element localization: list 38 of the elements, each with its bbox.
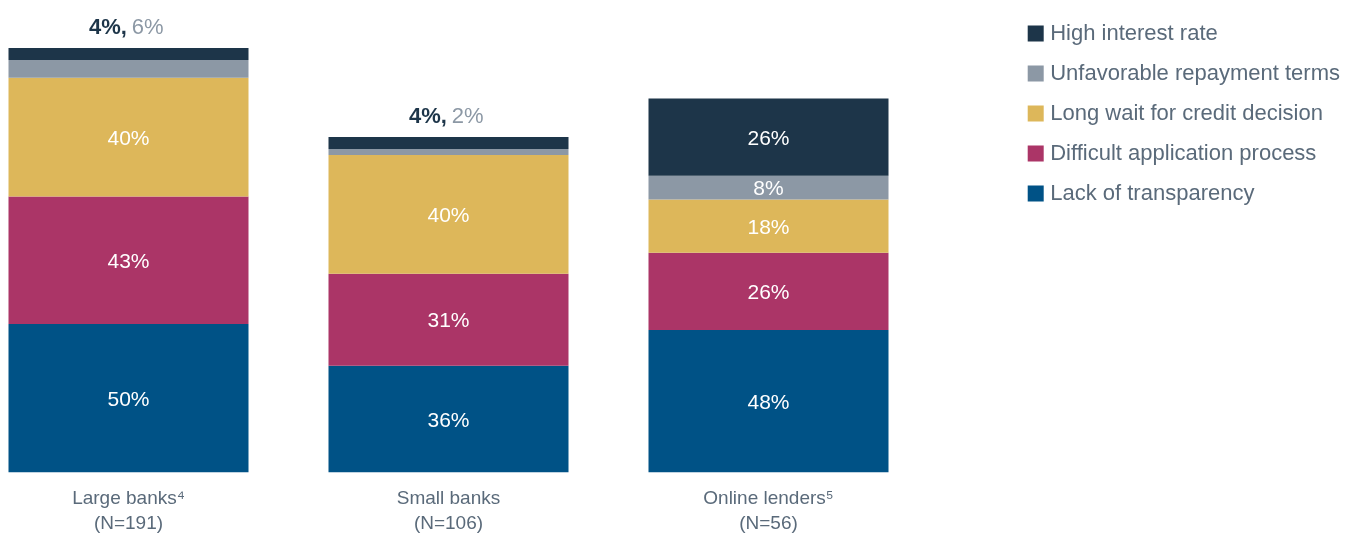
- bar: [648, 199, 889, 253]
- bar: [8, 324, 249, 473]
- bar: [648, 98, 889, 176]
- data-label: 4%,: [408, 103, 447, 129]
- data-label: 36%: [427, 407, 470, 431]
- bar: [328, 273, 569, 366]
- legend-label: Long wait for credit decision: [1050, 100, 1323, 126]
- data-label: 2%: [451, 103, 484, 129]
- x-tick-label: Online lenders⁵ (N=56): [703, 486, 834, 533]
- data-label: 43%: [107, 248, 150, 272]
- data-label: 50%: [107, 386, 150, 410]
- data-label: 26%: [747, 125, 790, 149]
- legend-label: Difficult application process: [1050, 140, 1317, 166]
- bar: [328, 137, 569, 149]
- data-label: 40%: [427, 202, 470, 226]
- legend-label: High interest rate: [1050, 20, 1218, 46]
- bar: [8, 48, 249, 60]
- data-label: 48%: [747, 389, 790, 413]
- legend-label: Unfavorable repayment terms: [1050, 60, 1340, 86]
- x-tick-label: Small banks (N=106): [396, 486, 501, 533]
- legend-label: Lack of transparency: [1050, 180, 1255, 206]
- bar: [328, 148, 569, 155]
- data-label: 31%: [427, 308, 470, 332]
- data-label: 4%,: [88, 14, 127, 40]
- data-label: 6%: [131, 14, 164, 40]
- data-label: 18%: [747, 214, 790, 238]
- bar: [8, 59, 249, 78]
- bar: [328, 365, 569, 473]
- bar: [648, 252, 889, 331]
- data-label: 26%: [747, 279, 790, 303]
- x-tick-label: Large banks⁴ (N=191): [72, 486, 185, 533]
- data-label: 8%: [753, 176, 784, 200]
- data-label: 40%: [107, 125, 150, 149]
- bar: [648, 175, 889, 200]
- bar: [328, 154, 569, 274]
- bar: [8, 77, 249, 197]
- bar: [648, 330, 889, 473]
- bar: [8, 196, 249, 325]
